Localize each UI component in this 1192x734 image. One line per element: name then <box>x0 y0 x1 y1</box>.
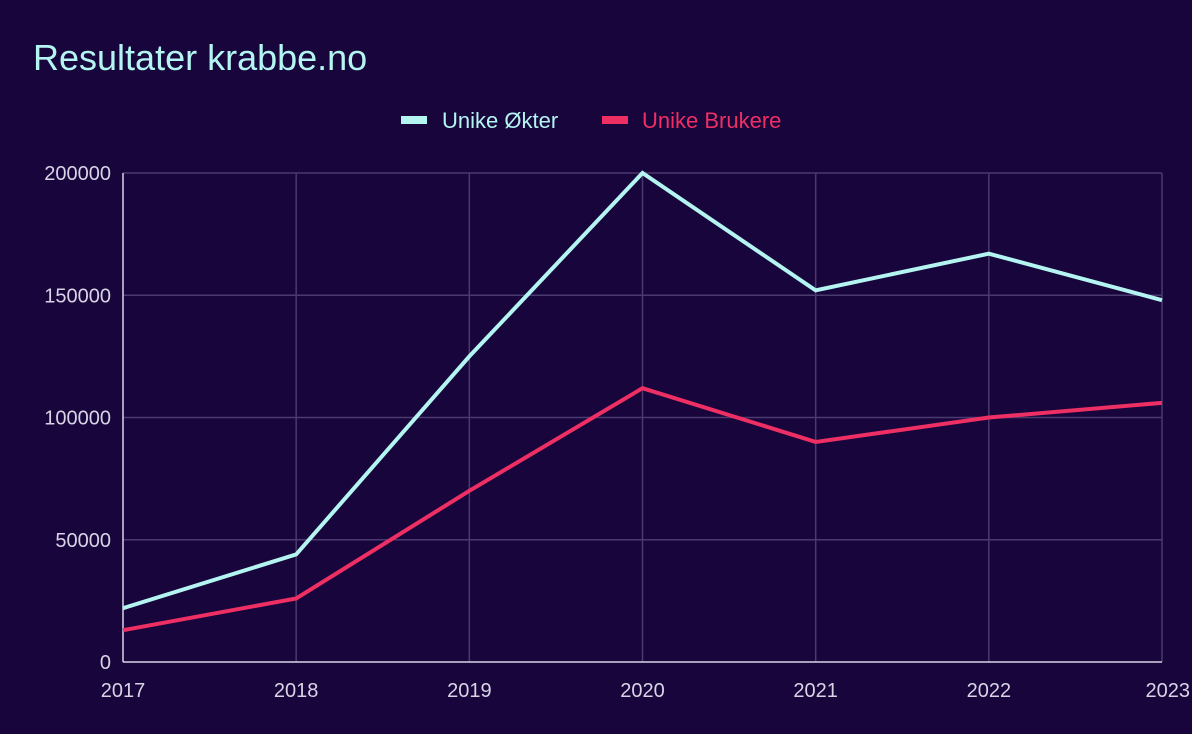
y-tick-label: 50000 <box>55 530 111 552</box>
series-line-0 <box>122 170 1163 611</box>
x-tick-label: 2022 <box>967 680 1012 702</box>
y-tick-label: 200000 <box>44 163 111 185</box>
x-tick-label: 2021 <box>793 680 838 702</box>
series-lines <box>122 170 1163 633</box>
x-tick-label: 2017 <box>101 680 146 702</box>
x-tick-label: 2023 <box>1146 680 1191 702</box>
legend-label-1: Unike Brukere <box>642 108 781 133</box>
legend: Unike Økter Unike Brukere <box>401 108 781 133</box>
legend-label-0: Unike Økter <box>442 108 558 133</box>
y-tick-label: 150000 <box>44 285 111 307</box>
x-axis: 2017 2018 2019 2020 2021 2022 2023 <box>101 661 1191 702</box>
series-line-1 <box>122 385 1163 633</box>
y-tick-label: 0 <box>100 652 111 674</box>
x-tick-label: 2018 <box>274 680 319 702</box>
legend-swatch-0 <box>401 116 427 124</box>
x-tick-label: 2020 <box>620 680 665 702</box>
legend-swatch-1 <box>602 116 628 124</box>
grid-lines <box>123 172 1163 662</box>
x-tick-label: 2019 <box>447 680 492 702</box>
y-tick-label: 100000 <box>44 408 111 430</box>
chart-title: Resultater krabbe.no <box>33 37 367 78</box>
y-axis: 0 50000 100000 150000 200000 <box>44 163 124 674</box>
